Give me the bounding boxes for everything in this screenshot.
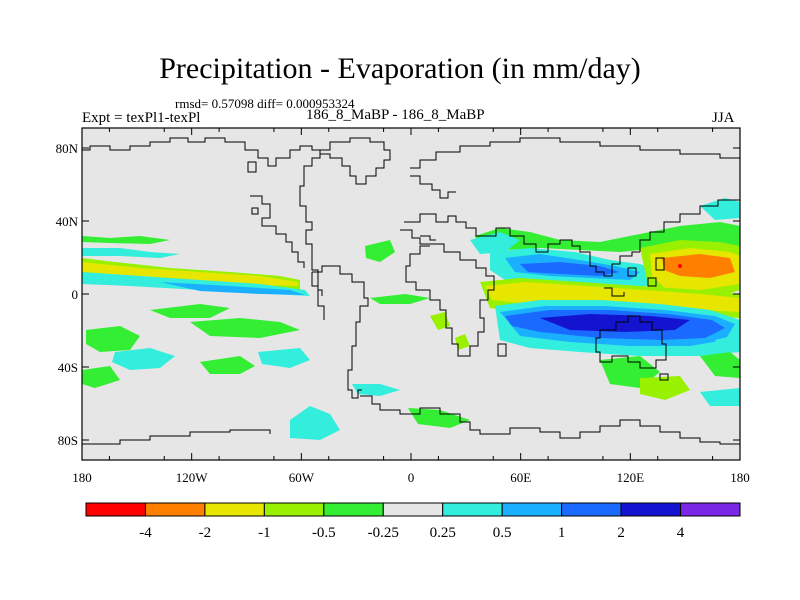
lon-tick-label: 120W [176, 470, 209, 485]
colorbar-label: -0.25 [368, 525, 399, 541]
colorbar-label: -0.5 [312, 525, 336, 541]
lon-tick-label: 180 [72, 470, 92, 485]
colorbar-label: 2 [617, 525, 625, 541]
colorbar-swatch [680, 502, 741, 517]
colorbar-swatch [204, 502, 265, 517]
lat-tick-label: 0 [72, 287, 79, 302]
contour-fill [82, 198, 740, 440]
colorbar-label: -4 [139, 525, 152, 541]
colorbar-swatch [323, 502, 384, 517]
lon-tick-label: 0 [408, 470, 415, 485]
season-label: JJA [712, 110, 735, 126]
coastlines [82, 128, 740, 445]
colorbar-label: 0.5 [493, 525, 512, 541]
colorbar-swatch [501, 502, 563, 517]
lat-tick-label: 80S [58, 433, 78, 448]
lon-tick-label: 180 [730, 470, 750, 485]
colorbar-swatch [85, 502, 146, 517]
colorbar: -4 -2 -1 -0.5 -0.25 0.25 0.5 1 2 4 [85, 502, 741, 541]
lat-tick-label: 40N [56, 214, 79, 229]
colorbar-swatch [442, 502, 503, 517]
colorbar-swatch [561, 502, 622, 517]
lat-tick-label: 40S [58, 360, 78, 375]
colorbar-swatch [620, 502, 682, 517]
case-label: 186_8_MaBP - 186_8_MaBP [306, 107, 485, 123]
colorbar-label: -2 [199, 525, 212, 541]
lon-tick-label: 120E [617, 470, 645, 485]
colorbar-label: -1 [258, 525, 271, 541]
lat-tick-label: 80N [56, 141, 79, 156]
colorbar-label: 0.25 [430, 525, 456, 541]
colorbar-swatch [382, 502, 444, 517]
latitude-axis: 80N 40N 0 40S 80S [56, 141, 740, 448]
colorbar-label: 1 [558, 525, 566, 541]
lon-tick-label: 60W [289, 470, 315, 485]
rmsd-diff-stats: rmsd= 0.57098 diff= 0.000953324 [175, 96, 355, 111]
plot-title: Precipitation - Evaporation (in mm/day) [159, 52, 641, 85]
longitude-axis: 180 120W 60W 0 60E 120E 180 [72, 128, 750, 485]
experiment-label: Expt = texPl1-texPl [82, 110, 201, 126]
lon-tick-label: 60E [510, 470, 531, 485]
colorbar-swatch [263, 502, 325, 517]
colorbar-swatch [144, 502, 206, 517]
colorbar-label: 4 [677, 525, 685, 541]
